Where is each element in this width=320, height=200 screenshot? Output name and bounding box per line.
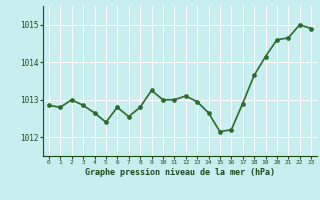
X-axis label: Graphe pression niveau de la mer (hPa): Graphe pression niveau de la mer (hPa) — [85, 168, 275, 177]
